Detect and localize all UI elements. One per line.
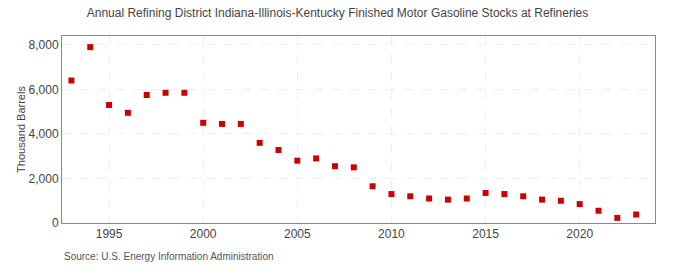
svg-text:2005: 2005 [284,227,311,241]
svg-text:2010: 2010 [378,227,405,241]
svg-text:Thousand Barrels: Thousand Barrels [15,86,27,173]
svg-text:1995: 1995 [96,227,123,241]
svg-text:8,000: 8,000 [29,38,59,52]
svg-text:2,000: 2,000 [29,172,59,186]
svg-text:Source: U.S. Energy Informatio: Source: U.S. Energy Information Administ… [64,251,274,262]
svg-text:6,000: 6,000 [29,83,59,97]
svg-text:4,000: 4,000 [29,127,59,141]
svg-text:0: 0 [52,216,59,230]
svg-text:2000: 2000 [190,227,217,241]
svg-text:Annual Refining District India: Annual Refining District Indiana-Illinoi… [87,6,589,20]
svg-text:2015: 2015 [472,227,499,241]
svg-text:2020: 2020 [566,227,593,241]
